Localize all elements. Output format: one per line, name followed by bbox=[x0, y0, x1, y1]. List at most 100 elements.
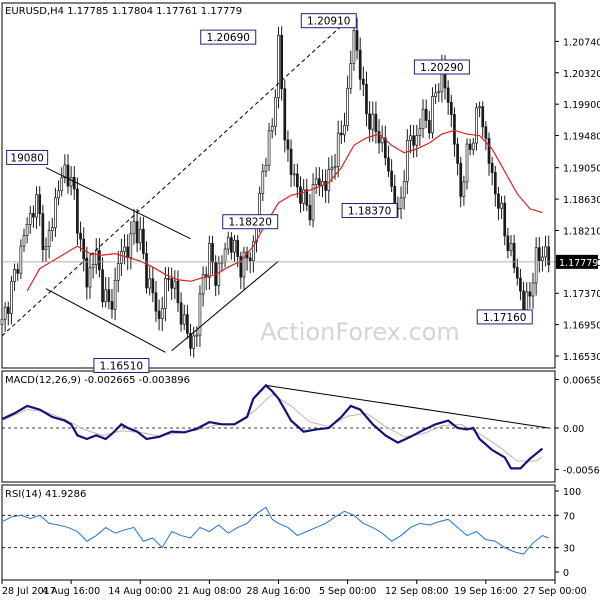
candle-body bbox=[371, 113, 375, 130]
candle-body bbox=[3, 306, 7, 320]
candle-body bbox=[434, 92, 437, 97]
x-tick-label: 27 Sep 00:00 bbox=[523, 586, 586, 597]
candle-body bbox=[270, 125, 274, 132]
candle-body bbox=[267, 130, 271, 166]
price-annotation-label: 19080 bbox=[10, 152, 43, 164]
x-tick-label: 28 Jul 2017 bbox=[2, 586, 56, 597]
macd-title: MACD(12,26,9) -0.002665 -0.003896 bbox=[5, 375, 190, 386]
x-tick-label: 19 Sep 16:00 bbox=[454, 586, 517, 597]
price-annotation-box bbox=[300, 13, 357, 29]
candle-body bbox=[22, 235, 26, 247]
candle-body bbox=[242, 251, 246, 278]
candle-body bbox=[418, 128, 422, 136]
candle-body bbox=[421, 108, 425, 129]
candle-body bbox=[107, 289, 111, 302]
candle-body bbox=[236, 239, 240, 257]
candle-body bbox=[431, 96, 434, 134]
candle-body bbox=[308, 204, 312, 221]
candle-body bbox=[405, 140, 409, 182]
candle-body bbox=[76, 188, 79, 234]
candle-body bbox=[110, 301, 114, 310]
candle-body bbox=[248, 257, 252, 261]
price-y-tick-label: 1.20320 bbox=[563, 69, 600, 80]
candle-body bbox=[50, 227, 54, 232]
candle-body bbox=[129, 233, 133, 258]
x-tick-label: 28 Aug 16:00 bbox=[246, 586, 310, 597]
candle-body bbox=[515, 267, 519, 279]
candle-body bbox=[453, 114, 456, 145]
candle-body bbox=[358, 49, 362, 80]
x-tick-label: 21 Aug 08:00 bbox=[177, 586, 241, 597]
candle-body bbox=[497, 193, 500, 209]
last-price-label: 1.17779 bbox=[559, 258, 598, 269]
candle-body bbox=[383, 137, 387, 159]
price-annotation-label: 1.18370 bbox=[348, 206, 391, 218]
candle-body bbox=[151, 278, 155, 294]
candle-body bbox=[10, 281, 13, 314]
candle-body bbox=[116, 263, 120, 281]
candle-body bbox=[32, 213, 35, 218]
candle-body bbox=[490, 162, 494, 173]
candle-body bbox=[280, 34, 283, 90]
rsi-line bbox=[1, 506, 549, 555]
candle-body bbox=[277, 34, 280, 99]
candle-body bbox=[79, 232, 82, 240]
candle-body bbox=[98, 250, 101, 271]
candle-body bbox=[44, 246, 48, 250]
candle-body bbox=[302, 189, 305, 204]
candle-body bbox=[380, 137, 384, 144]
x-tick-label: 4 Aug 16:00 bbox=[42, 586, 100, 597]
candle-body bbox=[208, 243, 211, 278]
candle-body bbox=[113, 279, 117, 310]
candle-body bbox=[286, 139, 290, 150]
candle-body bbox=[198, 293, 202, 336]
candle-body bbox=[500, 202, 503, 209]
candle-body bbox=[66, 164, 70, 187]
candle-body bbox=[531, 282, 535, 297]
candle-body bbox=[261, 170, 265, 194]
price-annotation-box bbox=[341, 203, 398, 219]
candle-body bbox=[534, 247, 538, 284]
candle-body bbox=[120, 251, 123, 264]
price-trendline bbox=[45, 288, 166, 353]
candle-body bbox=[541, 256, 544, 261]
candle-body bbox=[19, 245, 23, 274]
candle-body bbox=[189, 333, 192, 349]
candle-body bbox=[537, 247, 541, 261]
candle-body bbox=[138, 228, 142, 244]
candle-body bbox=[182, 314, 186, 325]
candle-body bbox=[327, 169, 331, 191]
candle-body bbox=[201, 274, 205, 295]
candle-body bbox=[173, 280, 177, 289]
candle-body bbox=[230, 237, 233, 253]
candle-body bbox=[493, 172, 497, 195]
candle-body bbox=[424, 108, 428, 121]
candle-body bbox=[274, 97, 277, 127]
price-annotation-box bbox=[200, 29, 257, 45]
last-price-badge bbox=[556, 254, 598, 269]
candle-body bbox=[449, 102, 453, 115]
price-annotation-box bbox=[6, 149, 49, 165]
candle-body bbox=[478, 106, 481, 109]
price-y-tick-label: 1.19480 bbox=[563, 132, 600, 143]
x-tick-label: 14 Aug 00:00 bbox=[108, 586, 172, 597]
candle-body bbox=[503, 202, 507, 237]
candle-body bbox=[484, 126, 488, 139]
candle-body bbox=[123, 246, 126, 252]
candle-body bbox=[296, 173, 299, 188]
price-annotation-box bbox=[413, 59, 470, 75]
candle-body bbox=[54, 197, 57, 228]
candle-body bbox=[164, 278, 167, 309]
candle-body bbox=[343, 125, 346, 136]
macd-y-tick-label: 0.00 bbox=[563, 424, 584, 435]
candle-body bbox=[346, 87, 349, 126]
price-trendline bbox=[45, 167, 191, 240]
candle-body bbox=[101, 269, 104, 303]
candle-body bbox=[409, 135, 412, 141]
rsi-title: RSI(14) 41.9286 bbox=[5, 489, 86, 500]
candle-body bbox=[349, 63, 353, 89]
price-annotation-label: 1.20290 bbox=[420, 62, 463, 74]
candle-body bbox=[157, 310, 161, 319]
